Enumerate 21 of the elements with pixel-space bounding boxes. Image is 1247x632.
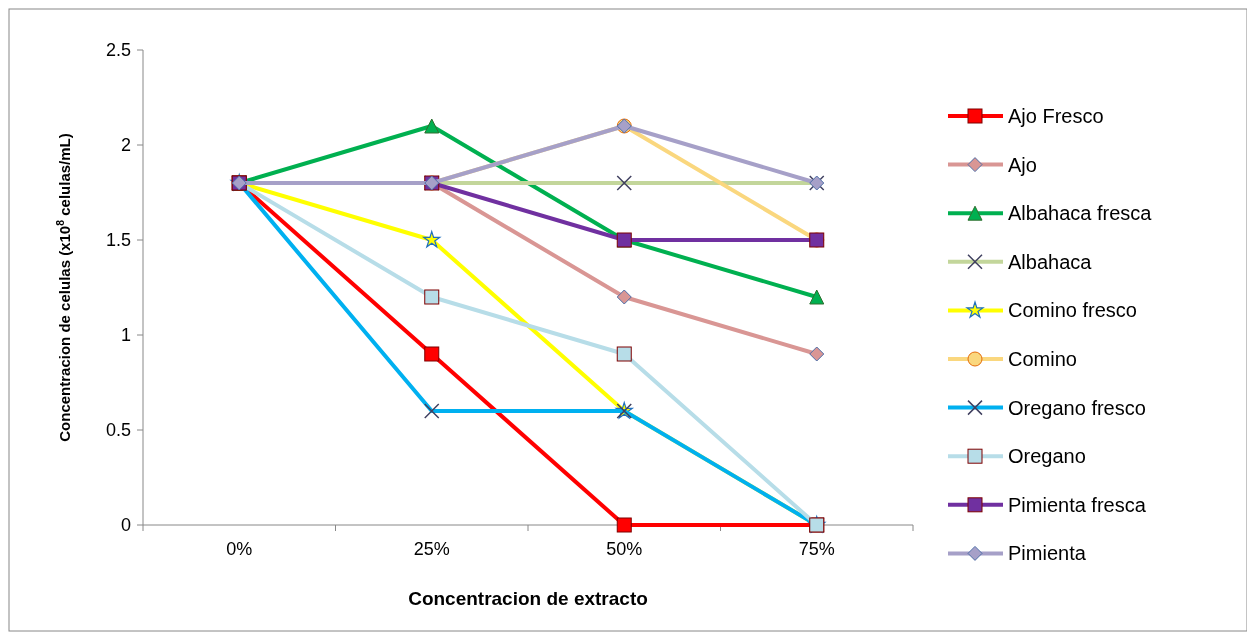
y-tick-label: 0 [120, 515, 131, 536]
x-tick-label: 0% [226, 539, 253, 559]
legend-label: Pimienta fresca [1008, 493, 1147, 516]
x-tick-label: 75% [798, 539, 835, 559]
legend-label: Ajo [1008, 153, 1037, 176]
legend-label: Ajo Fresco [1008, 105, 1104, 127]
legend-label: Comino [1008, 348, 1077, 370]
y-tick-label: 2 [120, 135, 131, 156]
y-tick-label: 2.5 [105, 40, 131, 61]
legend-label: Albahaca [1008, 250, 1093, 273]
legend-label: Comino fresco [1008, 299, 1137, 322]
y-tick-label: 0.5 [105, 420, 131, 441]
legend-label: Oregano [1008, 445, 1086, 468]
legend-label: Albahaca fresca [1008, 202, 1153, 225]
y-tick-label: 1 [120, 325, 131, 346]
legend-label: Pimienta [1008, 542, 1087, 565]
x-axis-title: Concentracion de extracto [408, 588, 648, 609]
legend-label: Oregano fresco [1008, 396, 1146, 419]
x-tick-label: 25% [413, 539, 450, 559]
y-tick-label: 1.5 [105, 230, 131, 251]
x-tick-label: 50% [606, 539, 643, 559]
